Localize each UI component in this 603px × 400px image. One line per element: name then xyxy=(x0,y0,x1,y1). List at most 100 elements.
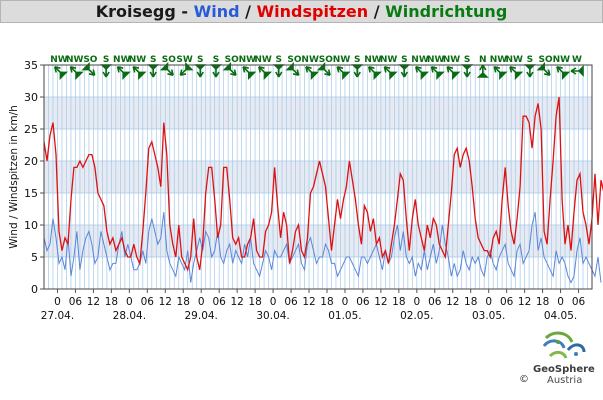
arrow-shape xyxy=(210,64,222,78)
arrow-shape xyxy=(351,64,364,78)
x-tick-label: 12 xyxy=(446,296,459,308)
title-direction: Windrichtung xyxy=(385,2,508,21)
direction-arrow xyxy=(461,64,474,78)
direction-label: S xyxy=(464,55,470,65)
direction-label: NW xyxy=(129,55,147,65)
direction-arrow xyxy=(336,65,351,81)
direction-arrow xyxy=(100,64,113,78)
arrow-shape xyxy=(242,65,257,81)
logo-brand: GeoSphere xyxy=(533,364,595,375)
x-tick-label: 0 xyxy=(557,296,564,308)
plot-frame xyxy=(43,64,593,290)
direction-arrow xyxy=(446,65,461,81)
date-labels: 27.04. 28.04. 29.04. 30.04. 01.05. 02.05. 03.0… xyxy=(41,310,577,322)
logo-subtitle: Austria xyxy=(547,375,583,386)
direction-arrow xyxy=(556,65,571,81)
direction-arrow xyxy=(242,65,257,81)
direction-arrow xyxy=(415,65,430,81)
y-tick-labels: 0 5 10 15 20 25 30 35 xyxy=(24,59,38,296)
direction-label: S xyxy=(103,55,109,65)
title-gusts: Windspitzen xyxy=(256,2,369,21)
arrow-shape xyxy=(53,65,69,81)
direction-label: S xyxy=(197,55,203,65)
x-tick-label: 06 xyxy=(284,296,298,308)
y-tick-label: 35 xyxy=(24,59,38,72)
arrow-shape xyxy=(446,65,461,81)
direction-label: NW xyxy=(66,55,84,65)
direction-arrow xyxy=(316,61,331,77)
arrow-shape xyxy=(69,65,84,81)
direction-label: NW xyxy=(301,55,319,65)
copyright-symbol: © xyxy=(519,374,529,385)
direction-arrow xyxy=(351,64,364,78)
y-tick-label: 15 xyxy=(24,187,38,200)
direction-label: NW xyxy=(50,55,68,65)
direction-label: NW xyxy=(443,55,461,65)
y-tick-label: 30 xyxy=(24,91,38,104)
direction-label: NW xyxy=(239,55,257,65)
x-tick-label: 18 xyxy=(320,296,333,308)
x-tick-label: 18 xyxy=(248,296,261,308)
arrow-shape xyxy=(194,64,207,78)
arrow-shape xyxy=(493,65,508,81)
direction-arrow xyxy=(132,65,147,81)
direction-arrow xyxy=(305,65,320,81)
direction-label: NW xyxy=(553,55,571,65)
direction-label: SO xyxy=(319,55,333,65)
direction-arrow xyxy=(536,61,551,77)
direction-label: S xyxy=(150,55,156,65)
title-station: Kroisegg xyxy=(95,2,176,21)
arrow-shape xyxy=(316,61,331,77)
direction-label: SW xyxy=(176,55,192,65)
arrow-shape xyxy=(132,65,147,81)
arrow-shape xyxy=(272,64,285,78)
direction-label: SO xyxy=(225,55,239,65)
x-tick-label: 18 xyxy=(464,296,477,308)
direction-label: SO xyxy=(83,55,97,65)
direction-arrow xyxy=(116,65,131,81)
direction-arrow xyxy=(159,61,174,77)
title-sep-3: / xyxy=(368,2,386,21)
arrow-shape xyxy=(81,61,96,77)
x-tick-label: 06 xyxy=(428,296,442,308)
direction-label: N xyxy=(479,55,487,65)
direction-label: S xyxy=(276,55,282,65)
direction-arrow xyxy=(383,65,398,81)
direction-arrow xyxy=(509,65,524,81)
x-tick-label: 18 xyxy=(392,296,405,308)
direction-arrow xyxy=(493,65,508,81)
arrow-shape xyxy=(336,65,351,81)
direction-label: SO xyxy=(539,55,553,65)
x-tick-label: 06 xyxy=(572,296,586,308)
direction-arrow xyxy=(179,61,194,77)
x-tick-label: 0 xyxy=(413,296,420,308)
x-tick-label: 06 xyxy=(69,296,83,308)
series-line-gusts xyxy=(43,96,603,272)
x-tick-label: 0 xyxy=(485,296,492,308)
direction-arrow xyxy=(194,64,207,78)
direction-label: NW xyxy=(113,55,131,65)
y-tick-label: 5 xyxy=(31,251,38,264)
arrow-shape xyxy=(430,65,445,81)
direction-label: NW xyxy=(490,55,508,65)
x-tick-label: 12 xyxy=(87,296,100,308)
arrow-shape xyxy=(147,64,160,78)
direction-arrow xyxy=(430,65,445,81)
arrow-shape xyxy=(305,65,320,81)
direction-arrow xyxy=(69,65,84,81)
x-tick-label: 12 xyxy=(230,296,243,308)
x-tick-label: 12 xyxy=(374,296,387,308)
arrow-shape xyxy=(367,65,382,81)
arrow-shape xyxy=(116,65,131,81)
direction-arrow xyxy=(285,61,300,77)
direction-label: W xyxy=(572,55,582,65)
series-line-wind xyxy=(43,212,602,284)
arrow-shape xyxy=(461,64,474,78)
y-tick-label: 10 xyxy=(24,219,38,232)
direction-label: S xyxy=(354,55,360,65)
date-label: 30.04. xyxy=(256,310,289,322)
x-tick-label: 12 xyxy=(159,296,172,308)
x-tick-label: 0 xyxy=(54,296,61,308)
direction-label: NW xyxy=(427,55,445,65)
